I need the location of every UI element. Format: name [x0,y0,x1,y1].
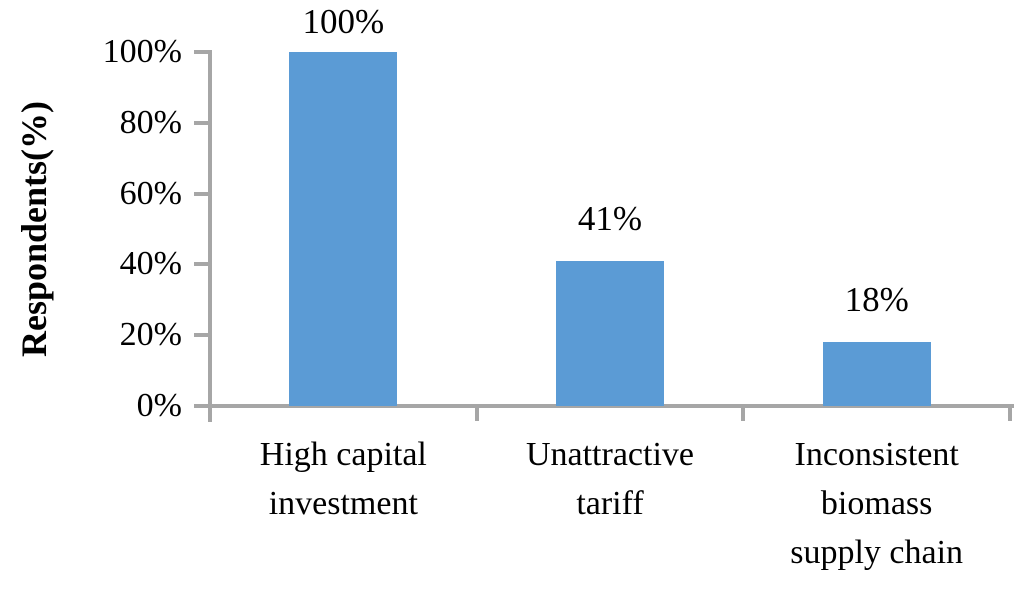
y-tick-mark [194,50,209,54]
y-tick-mark [194,191,209,196]
bar [556,260,664,406]
y-tick-label: 20% [119,316,182,354]
bar-value-label: 100% [302,2,385,41]
y-tick-label: 60% [119,174,182,212]
category-label-line: High capital [259,436,427,473]
category-label-line: tariff [576,485,644,522]
y-axis-title: Respondents(%) [14,100,54,358]
x-tick-mark [208,404,212,421]
y-tick-mark [194,333,209,338]
y-tick-label: 80% [119,103,182,141]
y-tick-mark [194,120,209,125]
bar-value-label: 18% [844,280,909,320]
category-label-line: Unattractive [525,436,694,473]
category-label-line: supply chain [790,534,964,571]
category-label-line: biomass [820,485,933,522]
category-label-line: investment [268,485,418,522]
y-tick-label: 0% [136,387,182,424]
x-axis-line [208,404,1014,408]
y-tick-mark [194,262,209,267]
bar-value-label: 41% [577,198,643,238]
category-label: Unattractive tariff [477,430,744,528]
category-label: High capital investment [210,430,477,528]
bar [289,52,398,406]
x-tick-mark [474,404,479,421]
y-tick-label: 40% [119,245,182,283]
x-tick-mark [741,404,746,421]
bar [822,342,931,406]
y-tick-mark [194,404,209,408]
y-tick-label: 100% [102,33,182,70]
category-label-line: Inconsistent [794,436,959,473]
y-axis-line [208,50,212,422]
x-tick-mark [1008,404,1012,421]
category-label: Inconsistent biomass supply chain [743,430,1010,577]
